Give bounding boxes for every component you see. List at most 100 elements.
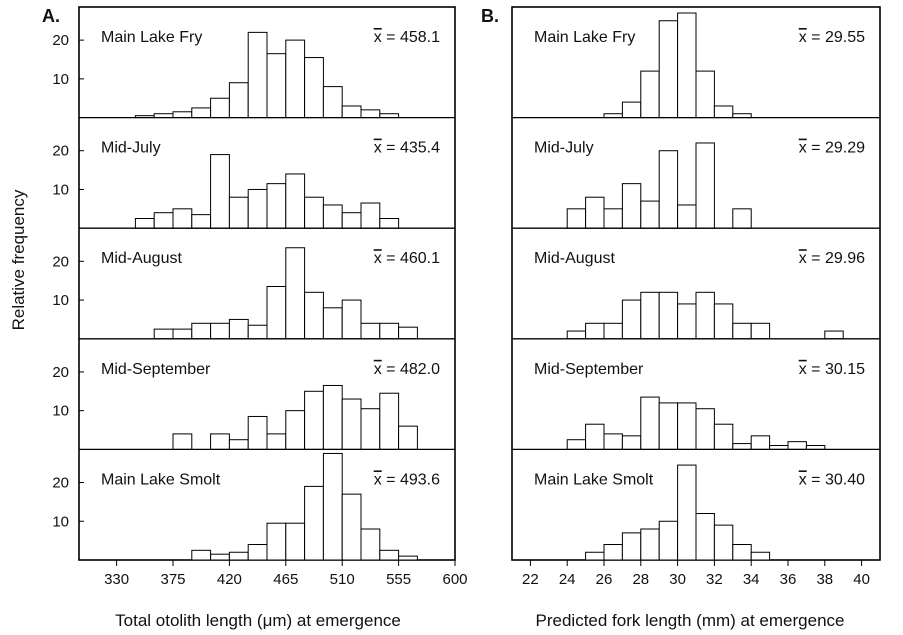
histogram-bar <box>228 439 249 450</box>
histogram-bar <box>266 183 287 229</box>
histogram-bar <box>285 410 306 450</box>
y-tick-label: 20 <box>52 364 69 381</box>
histogram-bar <box>304 196 324 229</box>
histogram-bar <box>713 303 734 340</box>
histogram-bar <box>585 551 605 561</box>
histogram-bar <box>341 493 362 561</box>
mean-annotation: x = 435.4 <box>374 140 440 157</box>
histogram-bar <box>191 549 212 561</box>
histogram-bar <box>695 408 715 450</box>
x-tick-label: 375 <box>160 571 185 588</box>
histogram-bar <box>360 109 381 119</box>
histogram-bar <box>360 202 381 229</box>
histogram-bar <box>566 208 587 229</box>
histogram-bar <box>824 330 844 340</box>
histogram-bar <box>658 150 679 229</box>
histogram-bar <box>677 402 697 450</box>
y-axis-label: Relative frequency <box>9 189 28 330</box>
y-tick-label: 10 <box>52 181 69 198</box>
x-tick-label: 22 <box>522 571 539 588</box>
histogram-bar <box>695 70 715 119</box>
histogram-bar <box>566 330 587 340</box>
histogram-bar <box>379 322 400 340</box>
histogram-bar <box>750 435 771 450</box>
histogram-bar <box>210 154 230 229</box>
histogram-bar <box>341 105 362 119</box>
histogram-bar <box>640 200 660 229</box>
histogram-bar <box>210 322 230 340</box>
histogram-bar <box>713 423 734 450</box>
histogram-bar <box>210 553 230 561</box>
histogram-bar <box>640 396 660 450</box>
histogram-bar <box>621 183 642 229</box>
histogram-bar <box>585 423 605 450</box>
histogram-bar <box>322 204 343 229</box>
x-tick-label: 600 <box>442 571 467 588</box>
histogram-bar <box>677 204 697 229</box>
histogram-bar <box>266 286 287 340</box>
histogram-bar <box>585 196 605 229</box>
x-tick-label: 420 <box>217 571 242 588</box>
histogram-bar <box>247 544 268 561</box>
histogram-bar <box>732 443 752 450</box>
series-label: Mid-July <box>101 140 161 157</box>
histogram-bar <box>713 524 734 561</box>
histogram-bar <box>172 111 193 119</box>
series-label: Main Lake Smolt <box>534 471 654 488</box>
y-tick-label: 20 <box>52 32 69 49</box>
mean-annotation: x = 29.55 <box>799 29 865 46</box>
x-tick-label: 465 <box>273 571 298 588</box>
panel-label-b: B. <box>481 6 499 26</box>
mean-annotation: x = 458.1 <box>374 29 440 46</box>
histogram-bar <box>210 433 230 450</box>
histogram-bar <box>640 70 660 119</box>
histogram-bar <box>640 528 660 561</box>
series-label: Mid-September <box>534 361 644 378</box>
x-tick-label: 32 <box>706 571 723 588</box>
series-label: Main Lake Smolt <box>101 471 221 488</box>
histogram-bar <box>360 322 381 340</box>
histogram-bar <box>398 326 418 340</box>
x-axis-label-a: Total otolith length (μm) at emergence <box>115 611 401 630</box>
histogram-bar <box>658 520 679 561</box>
y-tick-label: 10 <box>52 71 69 88</box>
histogram-bar <box>228 196 249 229</box>
histogram-bar <box>695 142 715 229</box>
histogram-bar <box>134 218 155 229</box>
histogram-bar <box>732 544 752 561</box>
histogram-bar <box>191 107 212 119</box>
histogram-bar <box>266 522 287 561</box>
histogram-bar <box>621 532 642 561</box>
histogram-bar <box>341 212 362 229</box>
panel-label-a: A. <box>42 6 60 26</box>
x-tick-label: 555 <box>386 571 411 588</box>
histogram-bar <box>322 452 343 561</box>
histogram-bar <box>379 392 400 450</box>
mean-annotation: x = 460.1 <box>374 250 440 267</box>
x-tick-label: 36 <box>780 571 797 588</box>
histogram-bar <box>191 322 212 340</box>
histogram-bar <box>640 291 660 340</box>
histogram-bar <box>153 212 174 229</box>
histogram-bar <box>266 433 287 450</box>
histogram-bar <box>285 173 306 229</box>
mean-annotation: x = 29.29 <box>799 140 865 157</box>
histogram-bar <box>379 549 400 561</box>
series-label: Mid-September <box>101 361 211 378</box>
x-tick-label: 24 <box>559 571 576 588</box>
histogram-bar <box>304 57 324 119</box>
series-label: Mid-August <box>534 250 615 267</box>
histogram-bar <box>228 318 249 340</box>
histogram-bar <box>210 97 230 119</box>
histogram-bar <box>247 324 268 340</box>
histogram-bar <box>621 101 642 119</box>
histogram-bar <box>750 551 771 561</box>
histogram-bar <box>360 408 381 450</box>
x-tick-label: 30 <box>669 571 686 588</box>
histogram-bar <box>603 208 623 229</box>
histogram-bar <box>732 208 752 229</box>
y-tick-label: 20 <box>52 143 69 160</box>
histogram-bar <box>247 31 268 119</box>
histogram-bar <box>191 214 212 229</box>
histogram-bar <box>658 402 679 450</box>
